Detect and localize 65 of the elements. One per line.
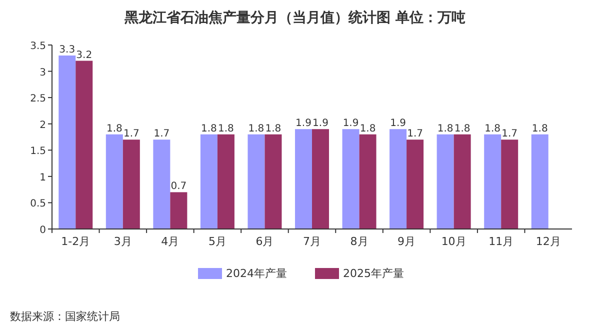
y-tick-label: 0	[40, 225, 46, 236]
data-label: 1.8	[265, 123, 282, 134]
y-tick-label: 3	[40, 67, 46, 78]
chart-title: 黑龙江省石油焦产量分月（当月值）统计图 单位：万吨	[124, 9, 466, 26]
data-label: 1.8	[360, 123, 376, 134]
data-label: 1.7	[123, 128, 140, 140]
bar	[264, 134, 282, 229]
bar	[200, 134, 218, 229]
bar	[501, 140, 518, 229]
x-tick-label: 10月	[441, 235, 466, 248]
bar	[359, 134, 376, 229]
bar	[217, 134, 234, 229]
y-tick-label: 1.5	[30, 146, 46, 158]
x-tick-label: 12月	[536, 235, 561, 248]
bar	[153, 140, 170, 229]
data-label: 1.8	[248, 123, 264, 134]
data-label: 3.2	[76, 50, 92, 61]
x-tick-label: 9月	[398, 235, 416, 248]
bar	[342, 129, 360, 229]
y-tick-label: 1	[40, 172, 46, 184]
y-tick-label: 0.5	[30, 198, 46, 210]
x-tick-label: 4月	[161, 235, 180, 248]
bar	[76, 60, 93, 229]
bar	[106, 134, 123, 229]
data-label: 1.8	[484, 123, 501, 134]
bar	[436, 134, 454, 229]
data-label: 0.7	[170, 181, 187, 192]
data-label: 1.8	[454, 123, 470, 134]
x-tick-label: 3月	[114, 235, 132, 248]
x-tick-label: 7月	[303, 235, 321, 248]
y-tick-label: 3.5	[30, 41, 46, 52]
bar	[484, 134, 502, 229]
data-label: 3.3	[59, 44, 76, 56]
data-label: 1.8	[201, 123, 217, 134]
data-label: 1.8	[106, 123, 122, 134]
x-tick-label: 8月	[350, 235, 368, 248]
data-label: 1.8	[532, 123, 548, 134]
bar	[406, 140, 424, 229]
y-tick-label: 2.5	[30, 94, 46, 105]
bar	[390, 129, 407, 229]
bar	[248, 134, 265, 229]
bar	[122, 140, 140, 229]
bar	[58, 56, 76, 229]
data-label: 1.7	[502, 128, 518, 140]
data-label: 1.9	[312, 118, 328, 130]
data-label: 1.9	[342, 118, 359, 130]
data-label: 1.9	[390, 118, 406, 130]
x-tick-label: 11月	[488, 235, 514, 248]
data-label: 1.9	[296, 118, 312, 130]
source-note: 数据来源：国家统计局	[10, 310, 120, 323]
data-label: 1.7	[154, 128, 170, 140]
bar	[531, 134, 548, 229]
bar	[170, 192, 188, 229]
data-label: 1.7	[407, 128, 423, 140]
x-tick-label: 1-2月	[61, 235, 90, 248]
data-label: 1.8	[218, 123, 234, 134]
x-tick-label: 6月	[256, 235, 274, 248]
bar	[454, 134, 471, 229]
x-tick-label: 5月	[208, 235, 226, 248]
y-tick-label: 2	[40, 120, 46, 131]
legend-label: 2024年产量	[226, 267, 287, 280]
bar	[312, 129, 329, 229]
legend-label: 2025年产量	[343, 267, 404, 280]
bar	[295, 129, 312, 229]
data-label: 1.8	[437, 123, 454, 134]
